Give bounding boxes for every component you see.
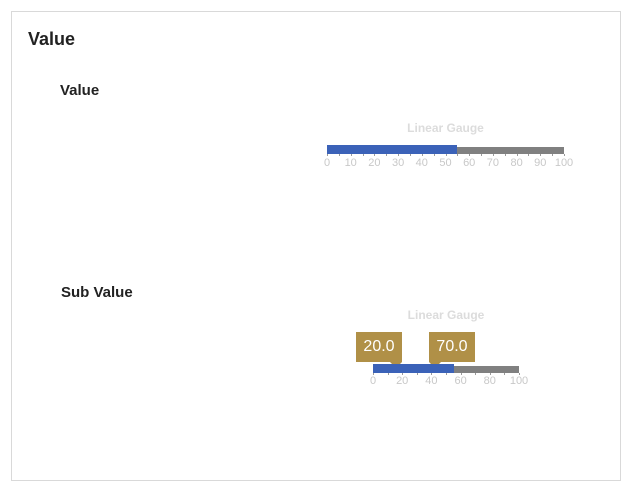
- minor-tick: [489, 373, 491, 375]
- gauge-callout-label: 70.0: [429, 332, 475, 368]
- tick-label: 100: [509, 375, 529, 387]
- gauge-minor-ticks: [373, 373, 520, 375]
- tick-label: 40: [425, 375, 438, 387]
- tick-label: 100: [554, 157, 574, 169]
- minor-tick: [475, 373, 477, 375]
- tick-label: 40: [415, 157, 428, 169]
- minor-tick: [386, 154, 388, 156]
- minor-tick: [387, 373, 389, 375]
- gauge-tick-labels: 0 20 40 60 80 100: [369, 375, 528, 389]
- section-title-sub-value: Sub Value: [61, 284, 133, 301]
- value-card: Value Value Linear Gauge 0 10 20 30 40 50 60 70…: [11, 11, 621, 481]
- minor-tick: [457, 154, 459, 156]
- minor-tick: [374, 154, 376, 156]
- minor-tick: [421, 154, 423, 156]
- tick-label: 60: [463, 157, 476, 169]
- gauge-value-bar: [327, 145, 457, 154]
- minor-tick: [416, 373, 418, 375]
- minor-tick: [516, 154, 518, 156]
- gauge-range-bar: [373, 364, 454, 373]
- minor-tick: [398, 154, 400, 156]
- minor-tick: [564, 154, 565, 156]
- tick-label: 30: [391, 157, 405, 169]
- tick-label: 50: [439, 157, 452, 169]
- minor-tick: [362, 154, 364, 156]
- minor-tick: [492, 154, 494, 156]
- tick-label: 70: [486, 157, 500, 169]
- minor-tick: [446, 373, 447, 375]
- gauge-title: Linear Gauge: [407, 121, 484, 135]
- gauge-minor-ticks: [327, 154, 565, 156]
- minor-tick: [504, 154, 506, 156]
- minor-tick: [402, 373, 404, 375]
- tick-label: 90: [534, 157, 547, 169]
- callout-value: 70.0: [436, 338, 468, 355]
- minor-tick: [504, 373, 506, 375]
- tick-label: 20: [368, 157, 381, 169]
- tick-label: 80: [483, 375, 496, 387]
- minor-tick: [373, 373, 374, 375]
- gauge-title: Linear Gauge: [407, 308, 485, 322]
- minor-tick: [327, 154, 328, 156]
- minor-tick: [460, 373, 462, 375]
- gauge-callout-label: 20.0: [356, 332, 402, 368]
- tick-label: 60: [454, 375, 467, 387]
- minor-tick: [338, 154, 340, 156]
- gauge-tick-labels: 0 10 20 30 40 50 60 70 80 90 100: [323, 157, 573, 171]
- tick-label: 20: [396, 375, 409, 387]
- minor-tick: [445, 154, 447, 156]
- minor-tick: [481, 154, 483, 156]
- card-title: Value: [28, 29, 76, 49]
- tick-label: 0: [323, 157, 331, 169]
- minor-tick: [350, 154, 352, 156]
- minor-tick: [469, 154, 471, 156]
- minor-tick: [528, 154, 530, 156]
- minor-tick: [540, 154, 542, 156]
- callout-value: 20.0: [363, 338, 395, 355]
- tick-label: 0: [369, 375, 377, 387]
- minor-tick: [409, 154, 411, 156]
- tick-label: 80: [510, 157, 523, 169]
- minor-tick: [552, 154, 554, 156]
- section-title-value: Value: [60, 82, 100, 99]
- minor-tick: [433, 154, 435, 156]
- tick-label: 10: [344, 157, 357, 169]
- minor-tick: [431, 373, 433, 375]
- minor-tick: [519, 373, 520, 375]
